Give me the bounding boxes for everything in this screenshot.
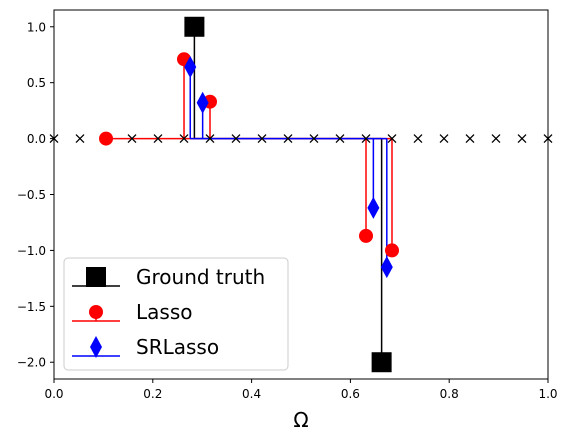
y-tick-label: −0.5: [17, 188, 46, 202]
grid-marker-point: [413, 134, 423, 144]
legend-label: Ground truth: [136, 265, 265, 289]
grid-marker-point: [205, 134, 215, 144]
grid-marker-point: [387, 134, 397, 144]
legend-entry: SRLasso: [72, 335, 219, 359]
y-tick-label: −1.0: [17, 244, 46, 258]
grid-marker-point: [127, 134, 137, 144]
grid-marker-point: [465, 134, 475, 144]
x-tick-label: 0.0: [44, 387, 63, 401]
series-srlasso: [189, 67, 388, 268]
grid-marker-point: [153, 134, 163, 144]
markers-srlasso: [184, 56, 393, 279]
y-tick-label: −2.0: [17, 356, 46, 370]
data-point: [384, 243, 399, 258]
grid-marker-point: [361, 134, 371, 144]
y-tick-label: 0.0: [27, 132, 46, 146]
grid-marker-point: [283, 134, 293, 144]
x-tick-label: 0.8: [440, 387, 459, 401]
data-point: [371, 352, 392, 373]
y-tick-label: 1.0: [27, 20, 46, 34]
x-tick-label: 0.6: [341, 387, 360, 401]
x-axis-label: Ω: [293, 408, 308, 432]
data-point: [196, 91, 209, 114]
grid-marker-point: [179, 134, 189, 144]
grid-marker-point: [309, 134, 319, 144]
data-point: [99, 131, 114, 146]
data-point: [367, 196, 380, 219]
legend-entry: Ground truth: [72, 265, 265, 289]
x-tick-label: 1.0: [538, 387, 557, 401]
legend-label: Lasso: [136, 300, 192, 324]
legend: Ground truth Lasso SRLasso: [63, 257, 289, 371]
x-tick-label: 0.2: [143, 387, 162, 401]
grid-marker-point: [491, 134, 501, 144]
data-point: [184, 16, 205, 37]
legend-marker: [86, 267, 106, 287]
markers-lasso: [99, 52, 399, 258]
legend-label: SRLasso: [136, 335, 219, 359]
y-tick-label: −1.5: [17, 300, 46, 314]
markers-ground-truth: [184, 16, 392, 373]
legend-marker: [89, 305, 103, 319]
grid-marker-point: [257, 134, 267, 144]
series-lasso: [106, 59, 393, 251]
grid-marker-point: [335, 134, 345, 144]
grid-marker-point: [231, 134, 241, 144]
grid-marker-point: [75, 134, 85, 144]
axes: 0.0 0.2 0.4 0.6 0.8 1.0 1.0 0.5 0.0 −0.5 −1.0 −1.5 −…: [17, 9, 558, 401]
grid-marker-point: [517, 134, 527, 144]
y-tick-label: 0.5: [27, 76, 46, 90]
legend-entry: Lasso: [72, 300, 192, 324]
data-point: [184, 56, 197, 79]
legend-marker: [90, 336, 102, 358]
x-tick-label: 0.4: [242, 387, 261, 401]
grid-marker-point: [439, 134, 449, 144]
plot-area: [49, 16, 553, 373]
data-point: [359, 228, 374, 243]
data-point: [380, 256, 393, 279]
